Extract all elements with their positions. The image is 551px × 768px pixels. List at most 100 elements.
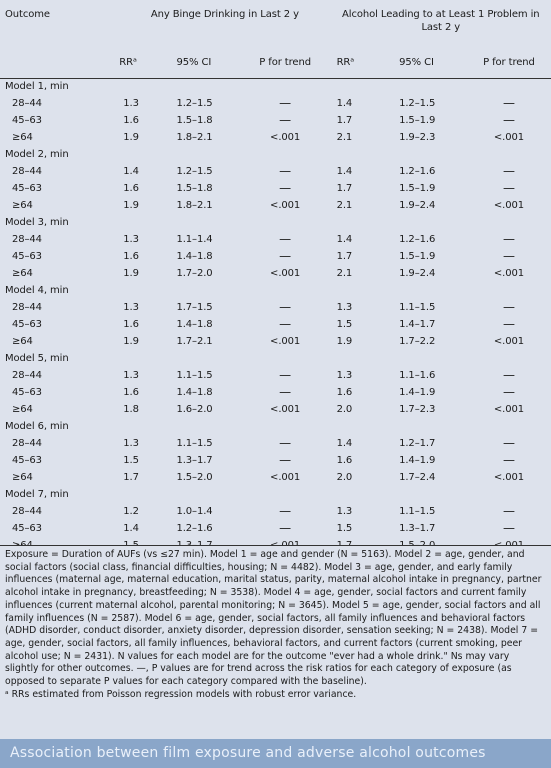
rr-problem: 1.6 <box>336 387 353 398</box>
rr-binge: 1.3 <box>123 234 139 245</box>
p-problem: — <box>502 249 515 263</box>
rr-binge: 1.7 <box>123 472 139 483</box>
ci-binge: 1.2–1.5 <box>176 98 213 109</box>
ci-binge: 1.3–1.7 <box>176 455 213 466</box>
ci-binge: 1.4–1.8 <box>176 251 213 262</box>
table-row: 28–44 1.4 1.2–1.5 — 1.4 1.2–1.6 — <box>0 164 551 181</box>
p-problem: — <box>502 521 515 535</box>
ci-problem: 1.7–2.4 <box>399 472 436 483</box>
rr-problem: 1.9 <box>336 336 353 347</box>
ci-problem: 1.2–1.6 <box>399 166 436 177</box>
ci-problem: 1.2–1.5 <box>399 98 436 109</box>
footnote-a: ᵃ RRs estimated from Poisson regression … <box>5 688 357 700</box>
p-binge: — <box>279 181 292 195</box>
rr-problem: 1.3 <box>336 302 353 313</box>
table-row: 45–63 1.5 1.3–1.7 — 1.6 1.4–1.9 — <box>0 453 551 470</box>
p-binge: — <box>279 300 292 314</box>
rr-binge: 1.4 <box>123 166 139 177</box>
ci-binge: 1.7–2.0 <box>176 268 213 279</box>
rr-problem: 2.1 <box>336 132 353 143</box>
table-row: 45–63 1.6 1.5–1.8 — 1.7 1.5–1.9 — <box>0 113 551 130</box>
exposure-label: ≥64 <box>12 268 33 279</box>
rr-binge: 1.9 <box>123 336 139 347</box>
p-binge: — <box>279 232 292 246</box>
rr-problem: 1.3 <box>336 506 353 517</box>
rr-binge: 1.6 <box>123 319 139 330</box>
exposure-label: 45–63 <box>12 387 42 398</box>
model-row: Model 1, min <box>0 79 551 97</box>
rr-problem: 1.4 <box>336 166 353 177</box>
model-row: Model 7, min <box>0 487 551 504</box>
caption-bar: Association between film exposure and ad… <box>0 739 551 768</box>
rr-binge: 1.9 <box>123 132 139 143</box>
rr-problem: 1.7 <box>336 251 353 262</box>
ci-problem: 1.5–1.9 <box>399 251 436 262</box>
ci-problem: 1.4–1.9 <box>399 455 436 466</box>
exposure-label: 28–44 <box>12 166 42 177</box>
ci-problem: 1.9–2.3 <box>399 132 436 143</box>
rr-problem: 1.4 <box>336 438 353 449</box>
ci-binge: 1.6–2.0 <box>176 404 213 415</box>
ci-problem: 1.4–1.9 <box>399 387 436 398</box>
table-row: 45–63 1.6 1.5–1.8 — 1.7 1.5–1.9 — <box>0 181 551 198</box>
exposure-label: 45–63 <box>12 523 42 534</box>
p-problem: — <box>502 181 515 195</box>
ci-binge: 1.4–1.8 <box>176 319 213 330</box>
p-problem: — <box>502 504 515 518</box>
table-row: 45–63 1.6 1.4–1.8 — 1.5 1.4–1.7 — <box>0 317 551 334</box>
exposure-label: 28–44 <box>12 234 42 245</box>
rr-problem: 1.7 <box>336 115 353 126</box>
ci-binge: 1.5–1.8 <box>176 183 213 194</box>
p-problem: <.001 <box>493 336 525 347</box>
ci-binge: 1.7–1.5 <box>176 302 213 313</box>
table-row: ≥64 1.9 1.8–2.1 <.001 2.1 1.9–2.3 <.001 <box>0 130 551 147</box>
ci-binge: 1.8–2.1 <box>176 132 213 143</box>
ci-problem: 1.1–1.6 <box>399 370 436 381</box>
p-problem: <.001 <box>493 200 525 211</box>
model-row: Model 2, min <box>0 147 551 164</box>
table-row: 28–44 1.3 1.1–1.4 — 1.4 1.2–1.6 — <box>0 232 551 249</box>
exposure-label: ≥64 <box>12 336 33 347</box>
ci-binge: 1.8–2.1 <box>176 200 213 211</box>
p-problem: — <box>502 113 515 127</box>
ci-problem: 1.5–1.9 <box>399 115 436 126</box>
p-problem: — <box>502 300 515 314</box>
rr-problem: 1.5 <box>336 523 353 534</box>
ci-problem: 1.7–2.3 <box>399 404 436 415</box>
exposure-label: 28–44 <box>12 302 42 313</box>
p-problem: — <box>502 436 515 450</box>
model-title: Model 7, min <box>5 489 69 500</box>
p-problem: <.001 <box>493 404 525 415</box>
rr-binge: 1.9 <box>123 268 139 279</box>
rr-problem: 2.0 <box>336 472 353 483</box>
p-problem: — <box>502 453 515 467</box>
ci-problem: 1.2–1.7 <box>399 438 436 449</box>
p-binge: — <box>279 317 292 331</box>
p-binge: <.001 <box>270 200 301 211</box>
p-binge: <.001 <box>270 472 301 483</box>
rr-problem: 1.5 <box>336 319 353 330</box>
group-header-problem: Alcohol Leading to at Least 1 Problem in… <box>342 9 540 33</box>
rr-problem: 1.4 <box>336 98 353 109</box>
ci-problem: 1.7–2.2 <box>399 336 436 347</box>
rr-problem: 1.7 <box>336 183 353 194</box>
rr-problem: 2.0 <box>336 404 353 415</box>
ci-binge: 1.0–1.4 <box>176 506 213 517</box>
exposure-label: ≥64 <box>12 404 33 415</box>
ci-binge: 1.1–1.4 <box>176 234 213 245</box>
rr-binge: 1.5 <box>123 455 139 466</box>
table-row: ≥64 1.7 1.5–2.0 <.001 2.0 1.7–2.4 <.001 <box>0 470 551 487</box>
rr-problem: 1.6 <box>336 455 353 466</box>
ci-problem: 1.5–1.9 <box>399 183 436 194</box>
table-footnotes: Exposure = Duration of AUFs (vs ≤27 min)… <box>0 545 551 702</box>
exposure-label: 28–44 <box>12 370 42 381</box>
ci-problem: 1.4–1.7 <box>399 319 436 330</box>
p-problem: — <box>502 164 515 178</box>
footnote-text: Exposure = Duration of AUFs (vs ≤27 min)… <box>5 549 542 688</box>
p-binge: — <box>279 436 292 450</box>
rr-header-1: RRᵃ <box>119 57 137 68</box>
rr-binge: 1.3 <box>123 98 139 109</box>
exposure-label: 45–63 <box>12 183 42 194</box>
model-title: Model 2, min <box>5 149 69 160</box>
